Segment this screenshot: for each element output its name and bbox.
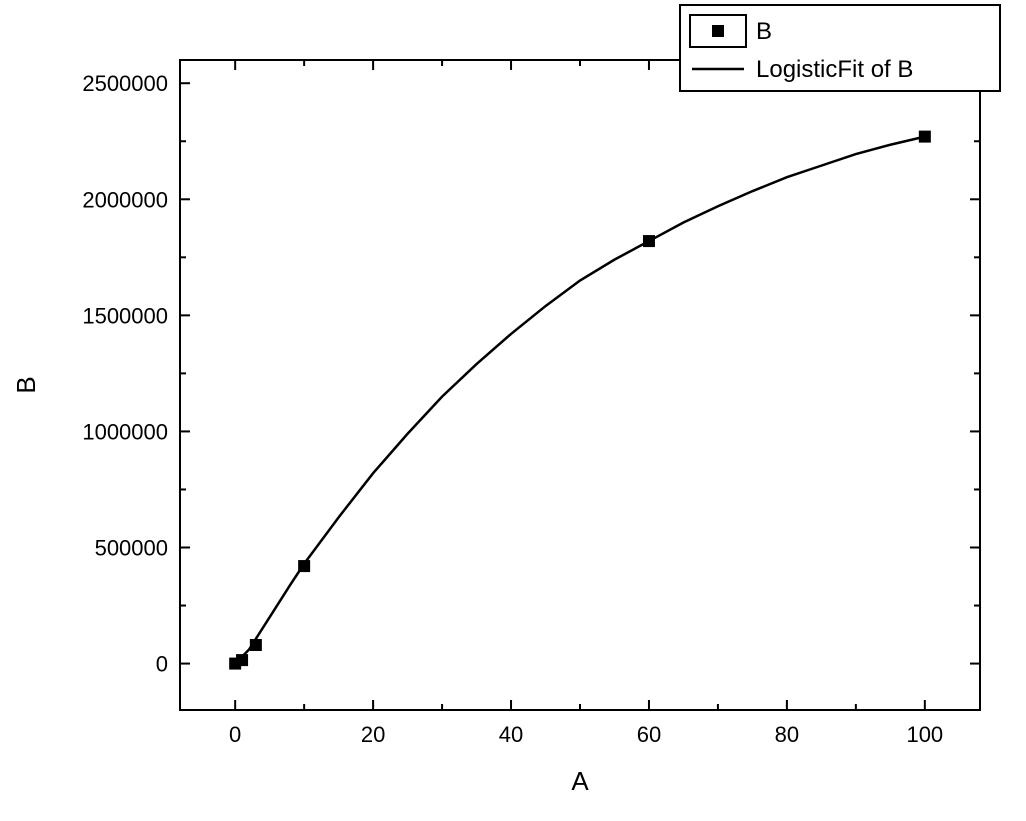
y-tick-label: 2000000 [82,187,168,212]
y-axis-label: B [11,376,41,393]
y-tick-label: 1500000 [82,303,168,328]
chart-svg: 0 20 40 60 80 100 A 0 500000 1000000 1500000 200000… [0,0,1026,821]
legend-item-label: LogisticFit of B [756,56,913,83]
y-tick-label: 2500000 [82,71,168,96]
scatter-marker [236,654,248,666]
scatter-marker [919,131,931,143]
x-axis-label: A [571,766,589,796]
legend-marker-icon [712,25,724,37]
legend-item-label: B [756,18,772,45]
scatter-marker [250,639,262,651]
x-tick-label: 40 [499,722,523,747]
scatter-marker [643,235,655,247]
x-tick-label: 60 [637,722,661,747]
x-tick-label: 80 [775,722,799,747]
y-tick-label: 500000 [95,536,168,561]
y-tick-label: 1000000 [82,419,168,444]
x-tick-label: 20 [361,722,385,747]
chart-container: 0 20 40 60 80 100 A 0 500000 1000000 1500000 200000… [0,0,1026,821]
x-tick-label: 100 [906,722,943,747]
fit-curve [235,137,925,664]
x-tick-label: 0 [229,722,241,747]
scatter-marker [298,560,310,572]
plot-border [180,60,980,710]
y-tick-label: 0 [156,652,168,677]
